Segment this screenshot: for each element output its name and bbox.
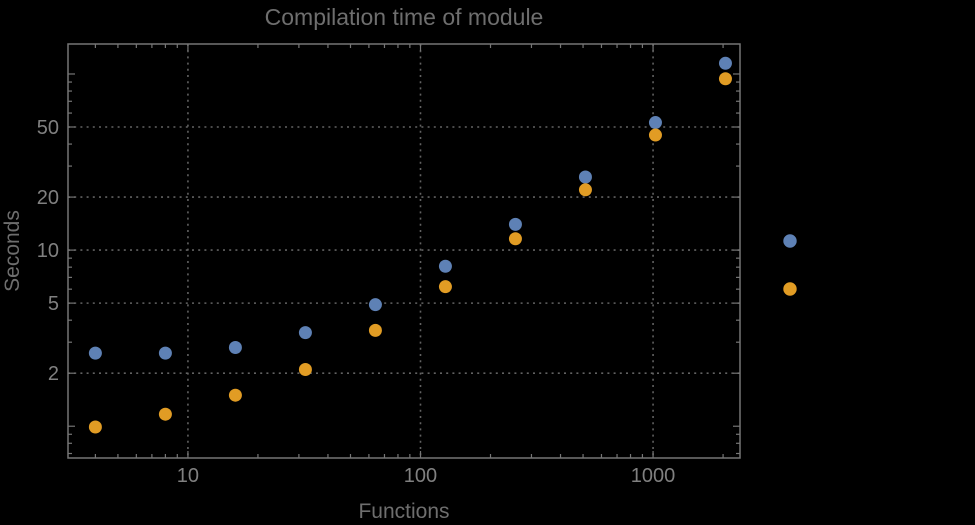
point-series-1-blue-x4 xyxy=(88,346,102,360)
point-series-1-blue-x512 xyxy=(578,170,592,184)
x-tick-label-10: 10 xyxy=(177,465,199,487)
point-series-1-blue-x1024 xyxy=(648,116,662,130)
point-series-1-blue-x2048 xyxy=(718,56,732,70)
point-series-2-orange-x256 xyxy=(508,232,522,246)
chart-title: Compilation time of module xyxy=(264,4,544,30)
point-series-2-orange-x2048 xyxy=(718,72,732,86)
x-tick-label-1000: 1000 xyxy=(631,465,676,487)
x-tick-label-100: 100 xyxy=(404,465,437,487)
y-tick-label-10: 10 xyxy=(37,240,59,262)
point-series-2-orange-x64 xyxy=(368,323,382,337)
point-series-1-blue-x128 xyxy=(438,259,452,273)
point-series-2-orange-x1024 xyxy=(648,128,662,142)
x-axis-label: Functions xyxy=(358,500,450,523)
plot-frame xyxy=(67,43,741,459)
point-series-2-orange-x512 xyxy=(578,183,592,197)
point-series-1-blue-x32 xyxy=(298,326,312,340)
point-series-1-blue-x16 xyxy=(228,340,242,354)
point-series-2-orange-x4 xyxy=(88,420,102,434)
legend-marker-series-2-orange xyxy=(783,282,797,296)
point-series-1-blue-x64 xyxy=(368,298,382,312)
point-series-1-blue-x8 xyxy=(158,346,172,360)
legend-marker-series-1-blue xyxy=(783,234,797,248)
point-series-2-orange-x8 xyxy=(158,407,172,421)
point-series-2-orange-x16 xyxy=(228,388,242,402)
y-tick-label-50: 50 xyxy=(37,117,59,139)
point-series-1-blue-x256 xyxy=(508,217,522,231)
point-series-2-orange-x128 xyxy=(438,280,452,294)
y-tick-label-5: 5 xyxy=(48,293,59,315)
point-series-2-orange-x32 xyxy=(298,362,312,376)
y-tick-label-2: 2 xyxy=(48,363,59,385)
y-tick-label-20: 20 xyxy=(37,187,59,209)
